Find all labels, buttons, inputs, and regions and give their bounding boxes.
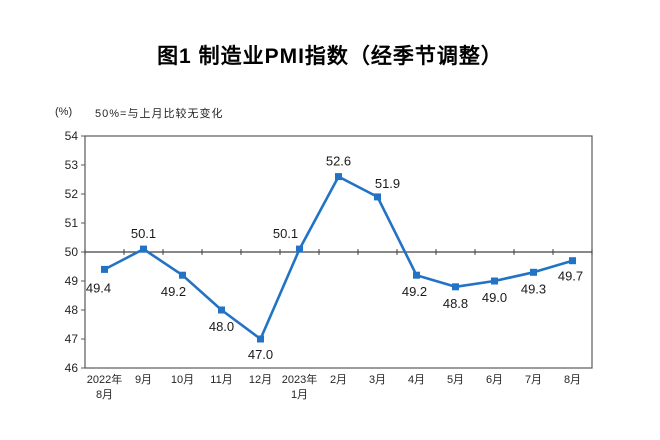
data-point-label: 49.4 xyxy=(86,280,111,295)
data-point-marker xyxy=(413,271,420,279)
x-tick-label: 9月 xyxy=(135,374,152,386)
data-point-label: 50.1 xyxy=(273,226,298,241)
data-point-label: 49.2 xyxy=(402,284,427,299)
baseline-note: 50%=与上月比较无变化 xyxy=(95,108,224,120)
x-tick-label: 10月 xyxy=(171,374,194,386)
data-point-label: 49.0 xyxy=(482,290,507,305)
data-point-marker xyxy=(101,265,108,273)
x-tick-label: 1月 xyxy=(291,389,308,401)
data-point-label: 51.9 xyxy=(375,176,400,191)
data-point-marker xyxy=(179,271,186,279)
data-point-label: 49.7 xyxy=(558,269,583,284)
data-point-marker xyxy=(374,193,381,201)
data-point-label: 49.3 xyxy=(521,281,546,296)
data-point-label: 48.8 xyxy=(443,296,468,311)
pmi-series-line xyxy=(103,175,574,341)
data-point-marker xyxy=(452,283,459,291)
y-tick-label: 53 xyxy=(65,158,79,172)
data-point-marker xyxy=(140,245,147,253)
x-tick-label: 5月 xyxy=(447,374,464,386)
x-tick-label: 2023年 xyxy=(282,372,317,386)
y-tick-label: 48 xyxy=(65,303,79,317)
x-tick-label: 6月 xyxy=(486,374,503,386)
data-point-marker xyxy=(491,277,498,285)
y-tick-label: 46 xyxy=(65,361,79,375)
x-tick-label: 11月 xyxy=(210,374,232,386)
y-tick-label: 51 xyxy=(65,216,79,230)
data-point-marker xyxy=(335,173,342,181)
x-tick-label: 3月 xyxy=(369,374,386,386)
data-point-label: 47.0 xyxy=(248,347,273,362)
y-tick-label: 54 xyxy=(65,129,79,143)
y-tick-label: 47 xyxy=(65,332,79,346)
data-point-marker xyxy=(569,257,576,265)
data-point-label: 50.1 xyxy=(131,226,156,241)
y-axis-unit-label: (%) xyxy=(55,106,73,118)
x-tick-label: 2022年 xyxy=(87,372,122,386)
data-point-label: 52.6 xyxy=(326,154,351,169)
x-tick-label: 12月 xyxy=(249,374,272,386)
data-point-label: 48.0 xyxy=(209,319,234,334)
data-point-marker xyxy=(296,245,303,253)
x-tick-label: 2月 xyxy=(330,374,347,386)
data-point-marker xyxy=(257,335,264,343)
data-point-marker xyxy=(218,306,225,314)
x-tick-label: 8月 xyxy=(564,374,581,386)
x-tick-label: 4月 xyxy=(408,374,425,386)
data-point-label: 49.2 xyxy=(161,284,186,299)
y-tick-label: 50 xyxy=(65,245,79,259)
y-tick-label: 52 xyxy=(65,187,79,201)
x-tick-label: 7月 xyxy=(525,374,542,386)
chart-title: 图1 制造业PMI指数（经季节调整） xyxy=(157,45,503,68)
x-tick-label: 8月 xyxy=(96,389,113,401)
y-tick-label: 49 xyxy=(65,274,79,288)
data-point-marker xyxy=(530,268,537,276)
